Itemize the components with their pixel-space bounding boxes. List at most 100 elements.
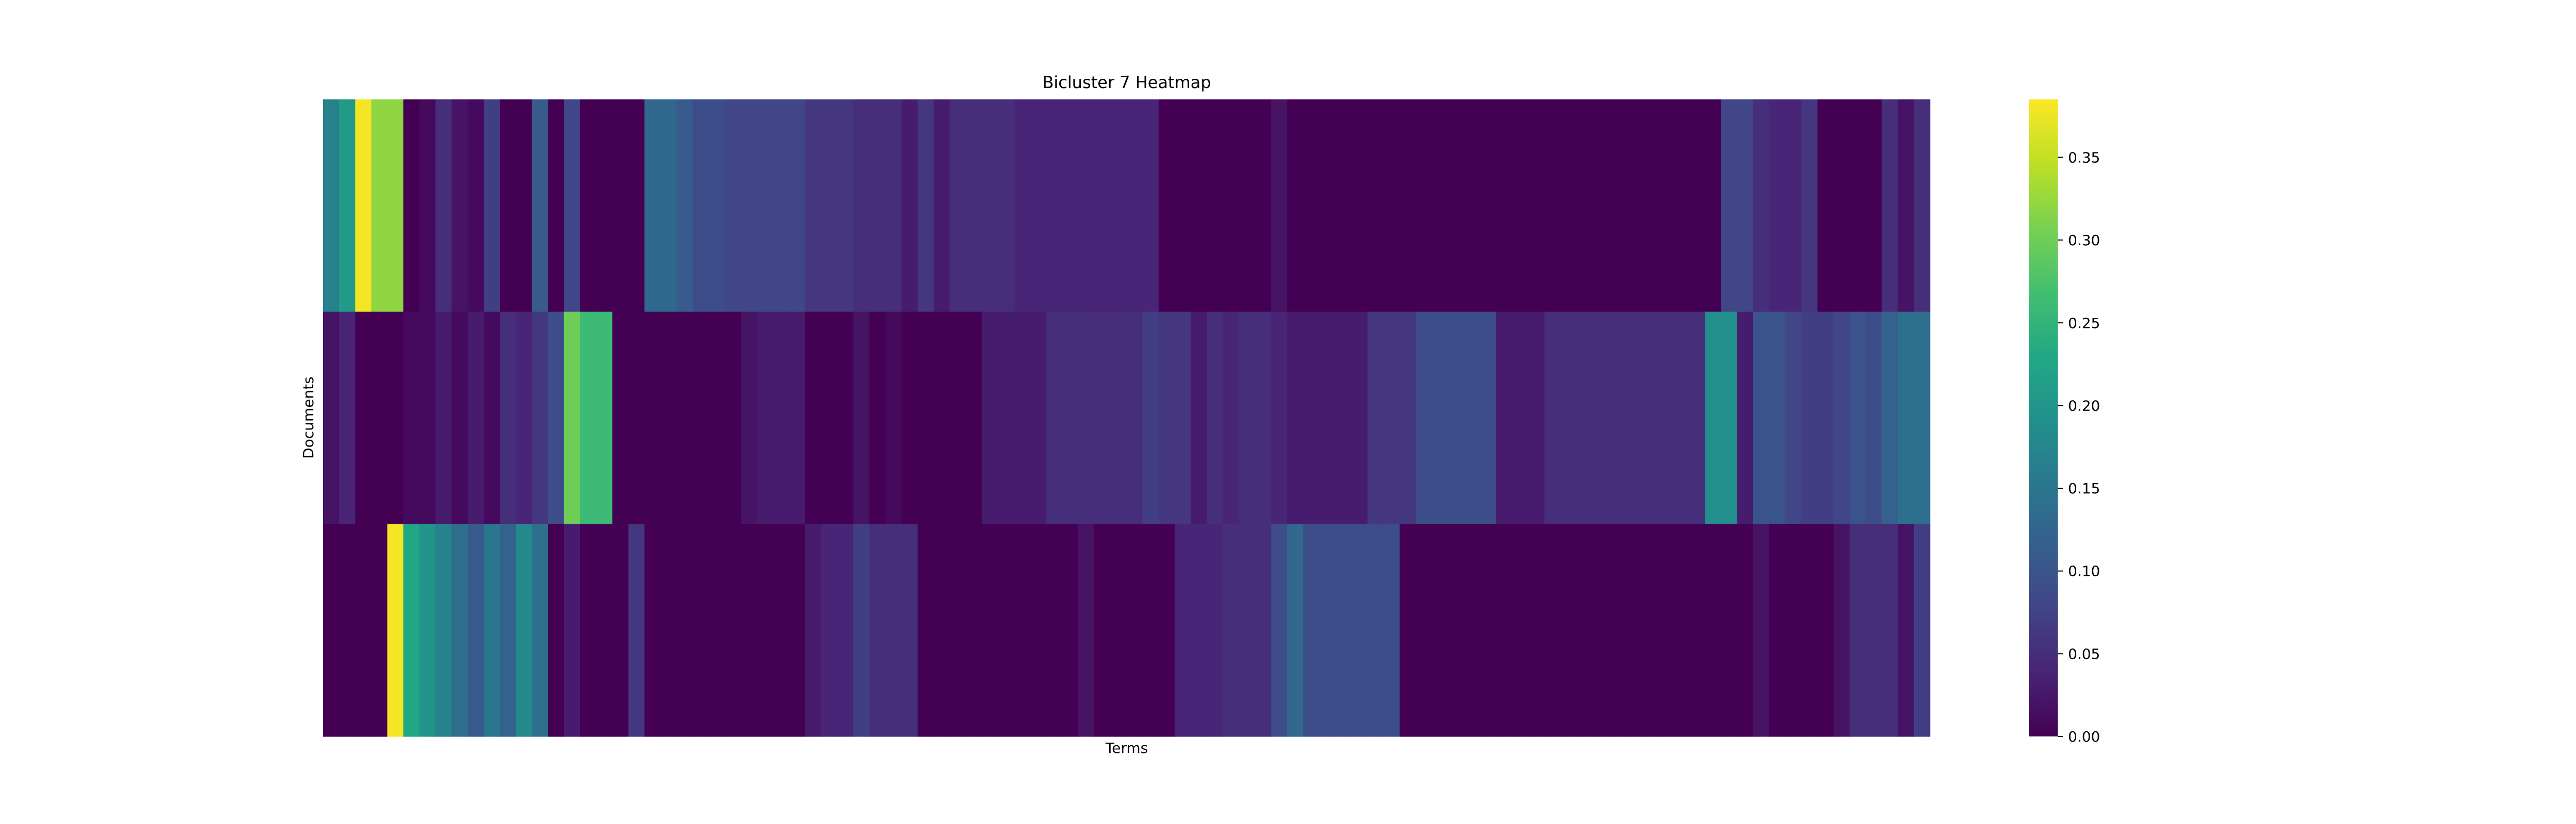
heatmap-cell — [500, 312, 516, 525]
heatmap-cell — [1882, 524, 1899, 737]
heatmap-cell — [500, 99, 516, 312]
heatmap-cell — [1464, 99, 1481, 312]
heatmap-cell — [1592, 99, 1609, 312]
heatmap-cell — [934, 99, 951, 312]
heatmap-cell — [1351, 312, 1368, 525]
heatmap-cell — [564, 99, 581, 312]
heatmap-cell — [339, 312, 355, 525]
heatmap-cell — [1142, 312, 1159, 525]
heatmap-cell — [1737, 99, 1754, 312]
heatmap-cell — [387, 312, 404, 525]
heatmap-cell — [1078, 312, 1095, 525]
heatmap-cell — [757, 524, 773, 737]
heatmap-cell — [1432, 524, 1448, 737]
heatmap-cell — [708, 524, 725, 737]
heatmap-cell — [1833, 524, 1850, 737]
heatmap-cell — [1897, 524, 1914, 737]
heatmap-cell — [435, 312, 452, 525]
heatmap-cell — [516, 524, 533, 737]
heatmap-cell — [1576, 99, 1593, 312]
heatmap-cell — [740, 99, 757, 312]
heatmap-cell — [355, 312, 372, 525]
heatmap-cell — [1769, 99, 1786, 312]
heatmap-cell — [1656, 99, 1673, 312]
heatmap-cell — [339, 99, 355, 312]
colorbar-tick-label: 0.25 — [2068, 315, 2100, 332]
heatmap-cell — [740, 312, 757, 525]
heatmap-cell — [1496, 99, 1513, 312]
heatmap-cell — [1142, 524, 1159, 737]
heatmap-cell — [1383, 524, 1400, 737]
colorbar-tick-label: 0.00 — [2068, 728, 2100, 745]
heatmap-cell — [837, 99, 854, 312]
heatmap-cell — [1496, 312, 1513, 525]
heatmap-cell — [1785, 99, 1802, 312]
heatmap-cell — [516, 99, 533, 312]
colorbar-tick-label: 0.30 — [2068, 232, 2100, 249]
heatmap-cell — [981, 524, 998, 737]
heatmap-cell — [1191, 99, 1208, 312]
heatmap-cell — [1223, 99, 1240, 312]
heatmap-cell — [644, 99, 661, 312]
heatmap-cell — [1544, 99, 1561, 312]
heatmap-cell — [1046, 312, 1063, 525]
heatmap-cell — [323, 524, 340, 737]
heatmap-cell — [901, 312, 918, 525]
heatmap-cell — [1399, 524, 1416, 737]
heatmap-cell — [708, 99, 725, 312]
heatmap-cell — [1367, 312, 1384, 525]
heatmap-cell — [596, 312, 613, 525]
heatmap-cell — [1207, 312, 1224, 525]
heatmap-cell — [821, 312, 838, 525]
heatmap-cell — [660, 312, 677, 525]
heatmap-cell — [596, 99, 613, 312]
heatmap-cell — [1319, 99, 1336, 312]
heatmap-cell — [1640, 99, 1657, 312]
heatmap-cell — [1640, 524, 1657, 737]
heatmap-cell — [1624, 312, 1641, 525]
heatmap-cell — [1528, 99, 1545, 312]
heatmap-cell — [1705, 524, 1722, 737]
heatmap-cell — [403, 524, 420, 737]
heatmap-cell — [1528, 524, 1545, 737]
heatmap-cell — [918, 312, 934, 525]
heatmap-cell — [1833, 312, 1850, 525]
colorbar-tick-label: 0.20 — [2068, 397, 2100, 414]
heatmap-cell — [676, 524, 693, 737]
heatmap-cell — [1303, 524, 1320, 737]
heatmap-cell — [1110, 99, 1127, 312]
heatmap-cell — [965, 312, 982, 525]
heatmap-cell — [1175, 99, 1191, 312]
heatmap-cell — [997, 312, 1014, 525]
heatmap-cell — [676, 99, 693, 312]
heatmap-cell — [1335, 99, 1352, 312]
heatmap-cell — [1785, 524, 1802, 737]
heatmap-cell — [789, 524, 806, 737]
heatmap-cell — [1014, 524, 1030, 737]
heatmap-cell — [660, 99, 677, 312]
heatmap-cell — [564, 524, 581, 737]
heatmap-cell — [1271, 99, 1287, 312]
heatmap-cell — [885, 312, 902, 525]
heatmap-cell — [1062, 524, 1079, 737]
colorbar-ticks: 0.00 0.05 0.10 0.15 0.20 0.25 0.30 0.35 — [2058, 149, 2100, 745]
heatmap-cell — [1287, 99, 1304, 312]
heatmap-cell — [387, 99, 404, 312]
heatmap-cell — [1207, 99, 1224, 312]
heatmap-cell — [997, 524, 1014, 737]
heatmap-cell — [1512, 312, 1529, 525]
heatmap-cell — [548, 524, 565, 737]
heatmap-cell — [644, 524, 661, 737]
heatmap-cell — [1721, 312, 1738, 525]
heatmap-cell — [1592, 312, 1609, 525]
heatmap-cell — [901, 99, 918, 312]
heatmap-cell — [1110, 312, 1127, 525]
heatmap-cell — [1592, 524, 1609, 737]
heatmap-cell — [950, 99, 967, 312]
heatmap-cell — [1126, 99, 1143, 312]
heatmap-cell — [435, 524, 452, 737]
heatmap-cell — [1110, 524, 1127, 737]
heatmap-cell — [805, 99, 822, 312]
heatmap-cell — [1624, 99, 1641, 312]
colorbar-tick-label: 0.15 — [2068, 480, 2100, 497]
